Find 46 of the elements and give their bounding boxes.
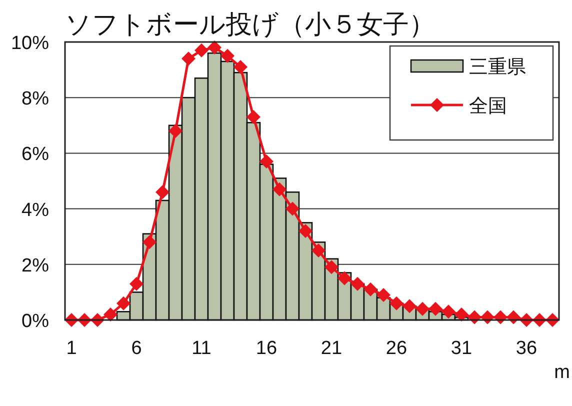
point — [142, 235, 156, 250]
point — [428, 302, 442, 316]
x-tick-label: 21 — [320, 338, 342, 359]
point — [260, 154, 274, 169]
x-axis-title: m — [554, 362, 570, 383]
legend-label: 三重県 — [469, 57, 526, 78]
x-tick-label: 11 — [192, 338, 212, 359]
point — [390, 296, 404, 310]
y-tick-label: 10% — [10, 33, 50, 54]
point — [130, 276, 144, 291]
x-tick-label: 31 — [450, 338, 472, 359]
legend-label: 全国 — [469, 96, 507, 117]
x-tick-label: 26 — [386, 338, 408, 359]
x-tick-label: 6 — [131, 338, 142, 359]
point — [350, 276, 364, 291]
point — [182, 52, 196, 66]
point — [194, 43, 208, 58]
x-tick-label: 1 — [66, 338, 77, 359]
point — [286, 202, 300, 216]
point — [208, 40, 222, 55]
point — [272, 182, 286, 196]
point — [220, 48, 234, 63]
point — [298, 224, 312, 238]
point — [376, 288, 390, 302]
x-tick-label: 36 — [516, 338, 538, 359]
point — [246, 110, 260, 124]
point — [104, 307, 118, 322]
point — [156, 185, 170, 200]
point — [416, 302, 430, 316]
point — [364, 282, 378, 296]
y-tick-label: 6% — [22, 144, 50, 166]
y-tick-label: 4% — [22, 200, 50, 221]
point — [116, 296, 130, 310]
y-tick-label: 2% — [22, 255, 50, 276]
point — [402, 299, 416, 314]
point — [312, 244, 326, 258]
x-tick-label: 16 — [256, 338, 278, 359]
point — [234, 60, 248, 74]
point — [338, 271, 352, 286]
point — [324, 260, 338, 274]
point — [442, 304, 456, 319]
point — [454, 307, 468, 322]
y-tick-label: 8% — [22, 88, 50, 110]
chart-title: ソフトボール投げ（小５女子） — [65, 9, 435, 39]
point — [168, 124, 182, 138]
y-tick-label: 0% — [22, 311, 50, 332]
